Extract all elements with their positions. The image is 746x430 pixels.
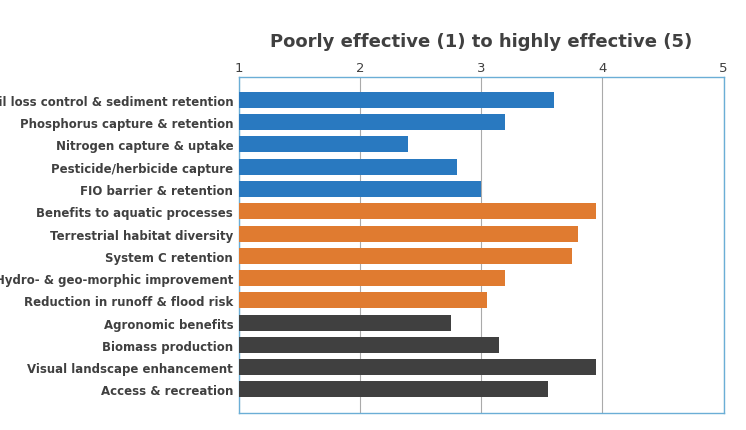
Bar [239,92,554,109]
Bar [239,115,506,131]
Bar [239,204,596,220]
Bar [239,337,499,353]
Bar [239,181,481,197]
Bar [239,248,572,264]
Bar [239,315,451,331]
Bar [239,137,409,153]
Bar [239,270,506,286]
Bar [239,359,596,375]
Bar [239,381,548,398]
Title: Poorly effective (1) to highly effective (5): Poorly effective (1) to highly effective… [270,33,692,51]
Bar [239,226,578,242]
Bar [239,160,457,175]
Bar [239,293,487,309]
